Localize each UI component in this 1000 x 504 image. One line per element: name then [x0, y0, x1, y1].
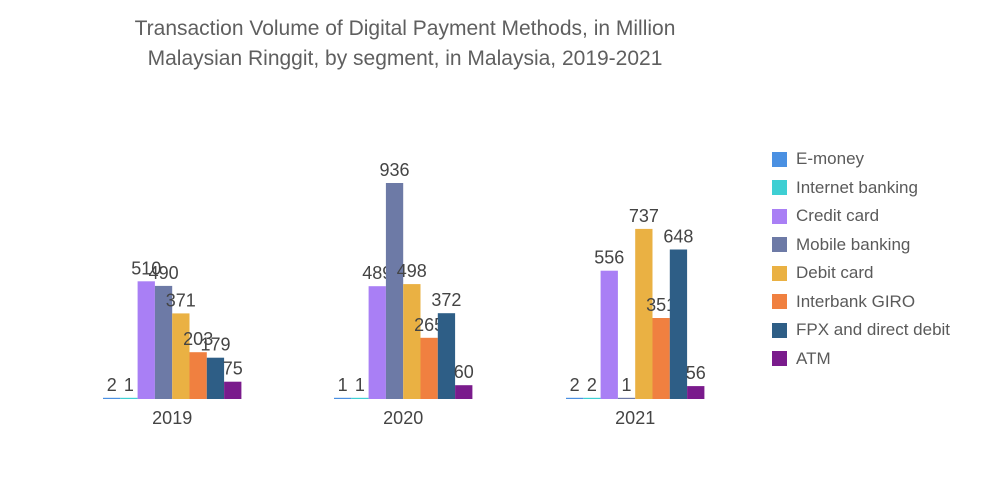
x-tick-label-2019: 2019	[152, 408, 192, 428]
legend-swatch-mobile-banking	[772, 237, 787, 253]
chart-title: Transaction Volume of Digital Payment Me…	[40, 14, 770, 74]
data-label-interbank-giro-2019: 203	[183, 329, 213, 349]
bar-interbank-giro-2021	[652, 318, 670, 399]
bar-atm-2019	[224, 381, 242, 399]
legend-swatch-debit-card	[772, 265, 787, 281]
bar-credit-card-2020	[368, 286, 386, 399]
x-tick-label-2020: 2020	[383, 408, 423, 428]
legend-label-debit-card: Debit card	[796, 263, 874, 283]
bar-e-money-2021	[566, 397, 584, 399]
legend-item-internet-banking: Internet banking	[772, 174, 950, 203]
bar-e-money-2020	[334, 397, 352, 399]
data-label-e-money-2019: 2	[107, 375, 117, 395]
legend-swatch-atm	[772, 351, 787, 367]
bar-fpx-and-direct-debit-2019	[206, 357, 225, 399]
legend-label-internet-banking: Internet banking	[796, 177, 918, 197]
legend-label-e-money: E-money	[796, 149, 865, 169]
legend-item-interbank-giro: Interbank GIRO	[772, 288, 950, 317]
bar-fpx-and-direct-debit-2021	[669, 249, 688, 399]
bar-internet-banking-2020	[351, 397, 369, 399]
bar-debit-card-2021	[635, 228, 653, 399]
bar-mobile-banking-2020	[385, 183, 404, 399]
data-label-debit-card-2020: 498	[397, 261, 427, 281]
bar-debit-card-2020	[403, 284, 421, 399]
legend-item-e-money: E-money	[772, 145, 950, 174]
data-label-fpx-and-direct-debit-2020: 372	[431, 290, 461, 310]
legend-label-atm: ATM	[796, 348, 831, 368]
legend-item-fpx-and-direct-debit: FPX and direct debit	[772, 316, 950, 345]
legend-item-mobile-banking: Mobile banking	[772, 231, 950, 260]
data-label-fpx-and-direct-debit-2021: 648	[663, 227, 693, 247]
legend-label-mobile-banking: Mobile banking	[796, 234, 911, 254]
data-label-mobile-banking-2020: 936	[379, 160, 409, 180]
data-label-e-money-2021: 2	[570, 375, 580, 395]
bar-interbank-giro-2019	[189, 352, 207, 399]
data-label-atm-2019: 75	[223, 359, 243, 379]
bar-debit-card-2019	[172, 313, 190, 399]
legend-swatch-interbank-giro	[772, 294, 787, 310]
legend-item-atm: ATM	[772, 345, 950, 374]
legend-item-debit-card: Debit card	[772, 259, 950, 288]
data-label-debit-card-2021: 737	[629, 206, 659, 226]
data-label-debit-card-2019: 371	[166, 290, 196, 310]
bar-internet-banking-2019	[120, 397, 138, 399]
data-label-internet-banking-2021: 2	[587, 375, 597, 395]
legend-item-credit-card: Credit card	[772, 202, 950, 231]
data-label-e-money-2020: 1	[338, 375, 348, 395]
bar-mobile-banking-2019	[154, 285, 173, 399]
data-label-atm-2020: 60	[454, 362, 474, 382]
legend-swatch-internet-banking	[772, 180, 787, 196]
chart-title-line-2: Malaysian Ringgit, by segment, in Malays…	[147, 47, 663, 70]
bar-credit-card-2021	[600, 270, 618, 399]
chart-legend: E-money Internet banking Credit card Mobile…	[772, 145, 950, 373]
bar-credit-card-2019	[137, 281, 155, 399]
data-label-credit-card-2021: 556	[594, 248, 624, 268]
data-label-mobile-banking-2019: 490	[149, 263, 179, 283]
bar-atm-2020	[455, 385, 473, 399]
legend-label-fpx-and-direct-debit: FPX and direct debit	[796, 320, 951, 340]
legend-swatch-e-money	[772, 151, 787, 167]
data-label-credit-card-2020: 489	[362, 263, 392, 283]
data-label-internet-banking-2019: 1	[124, 375, 134, 395]
x-tick-label-2021: 2021	[615, 408, 655, 428]
legend-label-credit-card: Credit card	[796, 206, 880, 226]
data-label-credit-card-2019: 510	[131, 258, 161, 278]
data-label-interbank-giro-2021: 351	[646, 295, 676, 315]
legend-swatch-credit-card	[772, 208, 787, 224]
chart-title-line-1: Transaction Volume of Digital Payment Me…	[134, 17, 676, 40]
bar-e-money-2019	[103, 397, 121, 399]
data-label-fpx-and-direct-debit-2019: 179	[200, 335, 230, 355]
legend-swatch-fpx-and-direct-debit	[772, 322, 787, 338]
data-label-interbank-giro-2020: 265	[414, 315, 444, 335]
data-label-mobile-banking-2021: 1	[621, 375, 631, 395]
bar-mobile-banking-2021	[617, 397, 636, 399]
bar-interbank-giro-2020	[420, 337, 438, 399]
bar-internet-banking-2021	[583, 397, 601, 399]
data-label-internet-banking-2020: 1	[355, 375, 365, 395]
data-label-atm-2021: 56	[686, 363, 706, 383]
legend-label-interbank-giro: Interbank GIRO	[796, 291, 916, 311]
bar-fpx-and-direct-debit-2020	[437, 313, 456, 399]
bar-atm-2021	[687, 386, 705, 399]
